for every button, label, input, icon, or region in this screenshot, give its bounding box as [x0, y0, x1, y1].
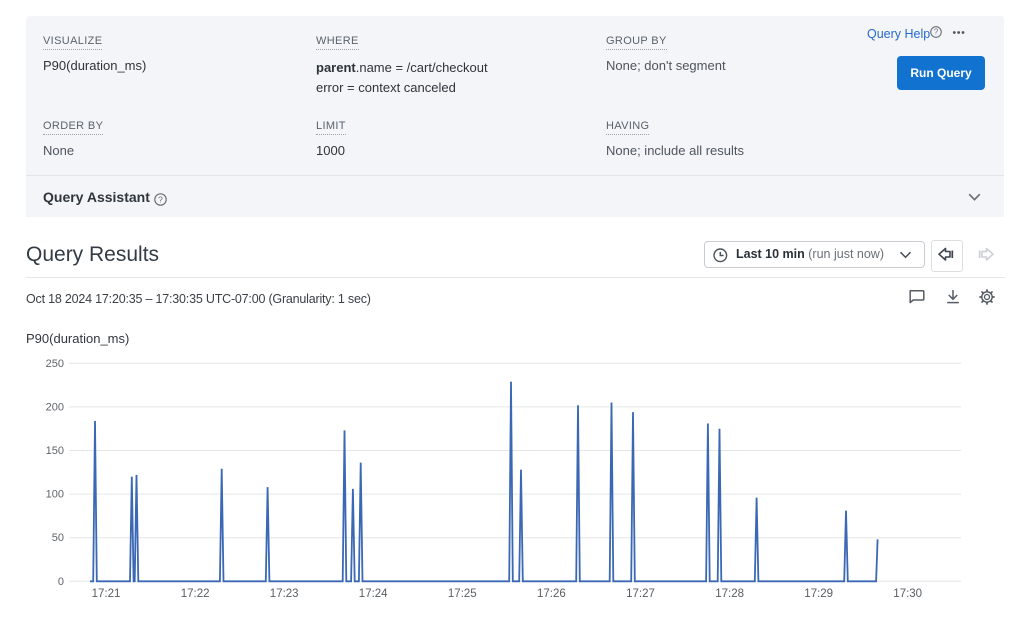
- svg-text:17:25: 17:25: [448, 588, 477, 600]
- svg-text:150: 150: [46, 445, 64, 457]
- svg-text:250: 250: [46, 358, 64, 370]
- svg-text:17:29: 17:29: [804, 588, 833, 600]
- svg-text:17:28: 17:28: [715, 588, 744, 600]
- svg-text:200: 200: [46, 401, 64, 413]
- svg-text:17:21: 17:21: [92, 588, 121, 600]
- svg-text:0: 0: [58, 576, 64, 588]
- svg-text:?: ?: [934, 28, 939, 37]
- svg-text:50: 50: [52, 532, 64, 544]
- svg-text:17:22: 17:22: [181, 588, 210, 600]
- svg-text:17:24: 17:24: [359, 588, 388, 600]
- svg-text:100: 100: [46, 489, 64, 501]
- svg-text:17:23: 17:23: [270, 588, 299, 600]
- svg-text:17:30: 17:30: [893, 588, 922, 600]
- svg-text:17:26: 17:26: [537, 588, 566, 600]
- svg-text:17:27: 17:27: [626, 588, 655, 600]
- svg-text:?: ?: [158, 194, 163, 204]
